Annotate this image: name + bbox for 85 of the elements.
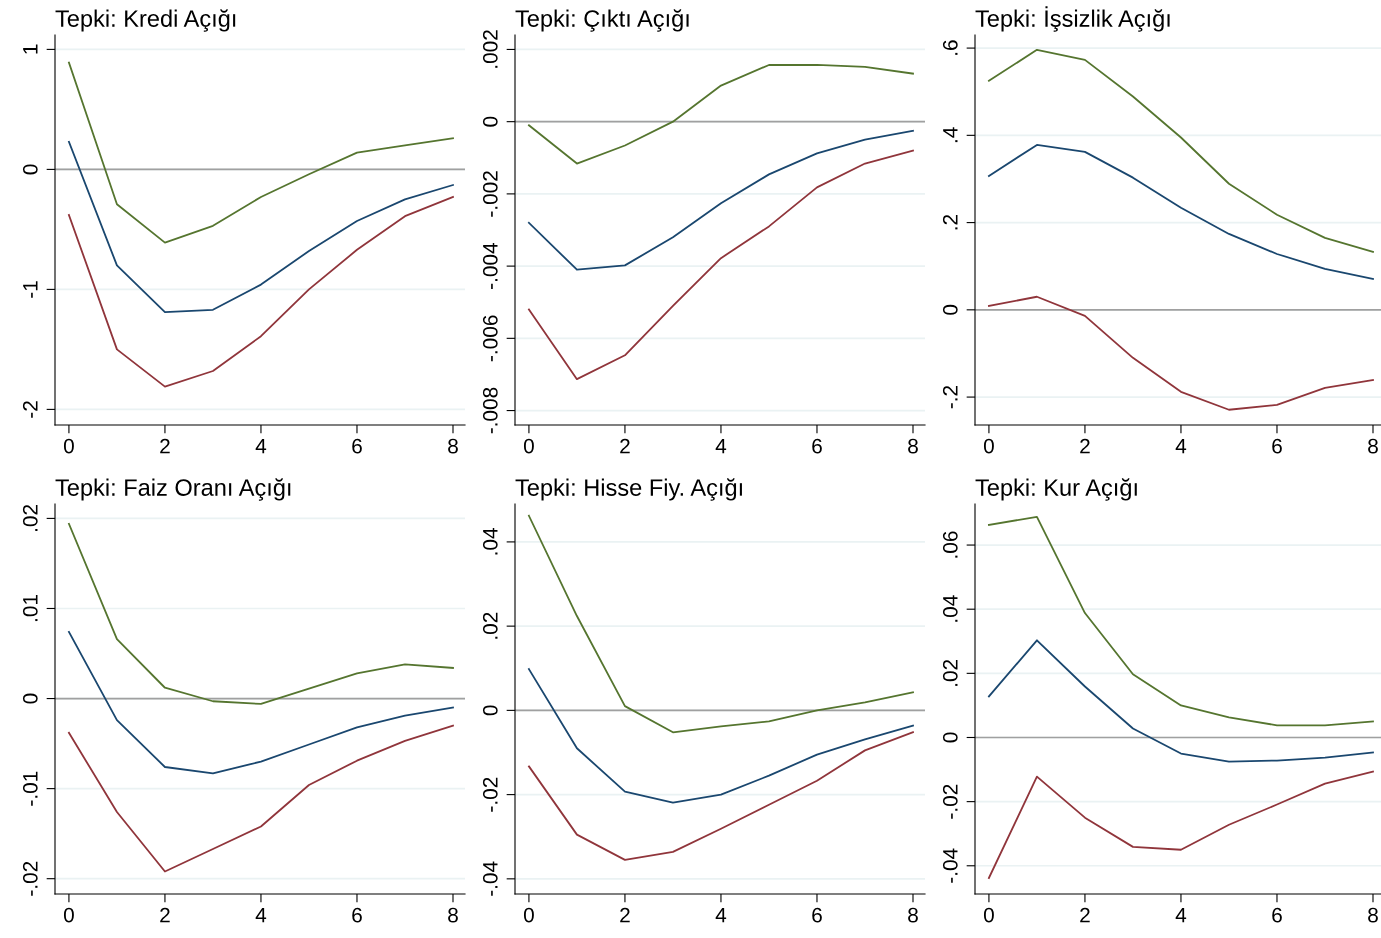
line-series bbox=[988, 770, 1374, 879]
line-series bbox=[528, 64, 914, 165]
x-tick-label: 8 bbox=[1368, 907, 1378, 923]
x-tick-label: 0 bbox=[63, 438, 74, 454]
x-tick-label: 6 bbox=[352, 907, 362, 923]
x-tick-label: 0 bbox=[523, 438, 534, 454]
x-tick-label: 6 bbox=[812, 438, 822, 454]
y-tick-label: .4 bbox=[943, 127, 958, 143]
line-series bbox=[528, 731, 914, 861]
x-tick-label: 0 bbox=[523, 907, 534, 923]
y-tick-label: 0 bbox=[482, 116, 498, 127]
y-tick-label: .02 bbox=[22, 504, 38, 531]
y-tick-label: 0 bbox=[942, 732, 958, 743]
chart-title: Tepki: Faiz Oranı Açığı bbox=[55, 478, 291, 501]
y-tick-label: .02 bbox=[942, 659, 958, 686]
line-series bbox=[988, 515, 1374, 727]
line-series bbox=[988, 295, 1374, 411]
chart-title: Tepki: Hisse Fiy. Açığı bbox=[515, 478, 742, 501]
x-tick-label: 2 bbox=[1080, 438, 1090, 454]
x-tick-label: 8 bbox=[908, 907, 918, 923]
y-tick-label: -.02 bbox=[22, 861, 38, 896]
chart-title: Tepki: Kredi Açığı bbox=[55, 9, 236, 32]
x-tick-label: 4 bbox=[715, 907, 727, 923]
x-tick-label: 4 bbox=[715, 438, 727, 454]
y-tick-label: 0 bbox=[942, 304, 958, 315]
y-tick-label: -.006 bbox=[482, 315, 498, 362]
x-tick-label: 6 bbox=[812, 907, 822, 923]
chart-title: Tepki: Çıktı Açığı bbox=[515, 9, 689, 32]
y-tick-label: -.02 bbox=[942, 784, 958, 819]
line-series bbox=[528, 514, 914, 734]
y-tick-label: .04 bbox=[942, 595, 958, 622]
x-tick-label: 8 bbox=[1368, 438, 1378, 454]
y-tick-label: .6 bbox=[942, 40, 958, 55]
y-tick-label: -.008 bbox=[482, 387, 498, 434]
chart-title: Tepki: Kur Açığı bbox=[975, 478, 1137, 501]
line-series bbox=[528, 668, 914, 804]
x-tick-label: 2 bbox=[160, 438, 170, 454]
x-tick-label: 6 bbox=[1272, 438, 1282, 454]
y-tick-label: -.2 bbox=[942, 385, 958, 409]
x-tick-label: 0 bbox=[63, 907, 74, 923]
line-series bbox=[988, 639, 1374, 763]
x-tick-label: 8 bbox=[448, 438, 458, 454]
line-series bbox=[68, 196, 454, 388]
y-tick-label: .04 bbox=[482, 528, 498, 555]
line-series bbox=[68, 61, 454, 244]
line-series bbox=[528, 129, 914, 271]
x-tick-label: 6 bbox=[352, 438, 362, 454]
chart-title: Tepki: İşsizlik Açığı bbox=[975, 6, 1170, 32]
x-tick-label: 2 bbox=[160, 907, 170, 923]
x-tick-label: 4 bbox=[1175, 438, 1187, 454]
y-tick-label: -.002 bbox=[482, 171, 498, 217]
x-tick-label: 8 bbox=[448, 907, 458, 923]
line-series bbox=[988, 144, 1374, 280]
x-tick-label: 6 bbox=[1272, 907, 1282, 923]
x-tick-label: 0 bbox=[983, 907, 994, 923]
line-series bbox=[68, 140, 454, 314]
y-tick-label: -.02 bbox=[482, 777, 498, 812]
y-tick-label: 0 bbox=[22, 693, 38, 704]
y-tick-label: -2 bbox=[22, 401, 38, 418]
line-series bbox=[68, 724, 454, 873]
x-tick-label: 2 bbox=[1080, 907, 1090, 923]
x-tick-label: 0 bbox=[983, 438, 994, 454]
y-tick-label: 1 bbox=[23, 44, 38, 54]
x-tick-label: 2 bbox=[620, 438, 630, 454]
y-tick-label: 0 bbox=[482, 705, 498, 716]
line-series bbox=[988, 48, 1374, 253]
x-tick-label: 2 bbox=[620, 907, 630, 923]
y-tick-label: .01 bbox=[22, 595, 38, 622]
y-tick-label: .06 bbox=[942, 531, 958, 558]
x-tick-label: 4 bbox=[255, 907, 267, 923]
line-series bbox=[528, 149, 914, 381]
x-tick-label: 8 bbox=[908, 438, 918, 454]
y-tick-label: .02 bbox=[482, 612, 498, 639]
y-tick-label: -.004 bbox=[482, 242, 498, 289]
y-tick-label: -1 bbox=[23, 281, 38, 298]
line-series bbox=[68, 630, 454, 775]
y-tick-label: .2 bbox=[942, 214, 958, 230]
x-tick-label: 4 bbox=[255, 438, 267, 454]
line-series bbox=[68, 522, 454, 705]
y-tick-label: .002 bbox=[482, 30, 498, 68]
x-tick-label: 4 bbox=[1175, 907, 1187, 923]
y-tick-label: -.04 bbox=[482, 861, 498, 896]
y-tick-label: 0 bbox=[22, 164, 38, 175]
y-tick-label: -.01 bbox=[22, 771, 38, 806]
y-tick-label: -.04 bbox=[942, 848, 958, 883]
